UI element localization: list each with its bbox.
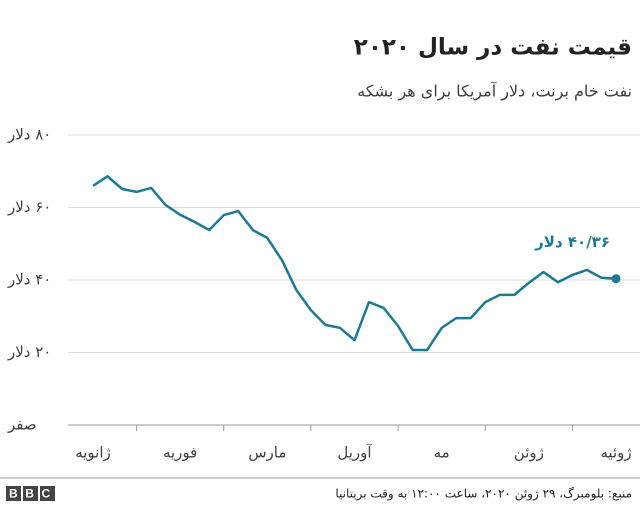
logo-box bbox=[6, 486, 21, 501]
x-tick-label: فوریه bbox=[163, 444, 197, 462]
annotation: ۴۰/۳۶ دلار bbox=[534, 233, 610, 251]
logo-box bbox=[40, 486, 55, 501]
x-tick-label: ژانویه bbox=[75, 444, 111, 462]
x-tick-label: آوریل bbox=[337, 444, 372, 462]
chart-title: قیمت نفت در سال ۲۰۲۰ bbox=[354, 35, 632, 61]
x-tick-label: مارس bbox=[248, 444, 286, 462]
x-tick-label: مه bbox=[434, 444, 450, 462]
source: منبع: بلومبرگ، ۲۹ ژوئن ۲۰۲۰، ساعت ۱۲:۰۰ … bbox=[335, 487, 632, 502]
y-tick-label: ۸۰ دلار bbox=[7, 126, 51, 144]
x-tick-label: ژوئن bbox=[514, 444, 544, 462]
y-tick-label: ۴۰ دلار bbox=[7, 271, 51, 289]
y-tick-label: ۶۰ دلار bbox=[7, 198, 51, 216]
price-line bbox=[92, 175, 617, 352]
logo-box bbox=[23, 486, 38, 501]
y-tick-label: ۲۰ دلار bbox=[7, 343, 51, 361]
chart-subtitle: نفت خام برنت، دلار آمریکا برای هر بشکه bbox=[357, 82, 632, 102]
end-point bbox=[611, 274, 621, 284]
y-tick-label: صفر bbox=[7, 416, 37, 434]
x-tick-label: ژوئیه bbox=[600, 444, 631, 462]
logo: BBC bbox=[9, 487, 58, 501]
